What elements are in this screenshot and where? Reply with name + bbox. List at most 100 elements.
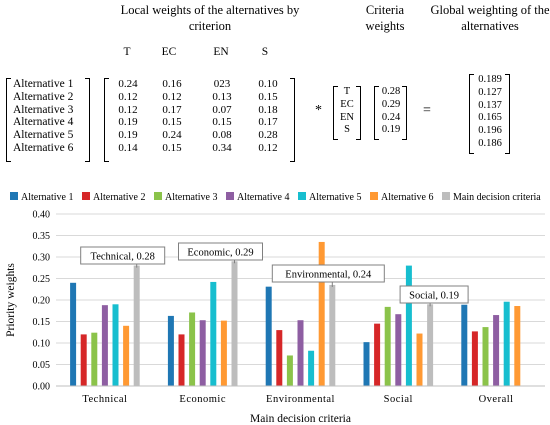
bar bbox=[199, 320, 206, 386]
matrix-cell: 0.10 bbox=[258, 78, 278, 90]
global-weight: 0.189 bbox=[478, 74, 502, 85]
legend-label: Alternative 6 bbox=[381, 192, 433, 203]
matrix-cell: 0.14 bbox=[118, 141, 138, 154]
bar bbox=[70, 282, 77, 386]
bar bbox=[167, 315, 174, 386]
y-tick-label: 0.40 bbox=[33, 210, 51, 221]
y-tick-label: 0.25 bbox=[33, 274, 51, 285]
legend-swatch bbox=[370, 192, 378, 200]
matrix-cell: 0.24 bbox=[118, 78, 138, 90]
bar bbox=[416, 333, 423, 386]
criteria-labels-left-bracket bbox=[333, 86, 338, 140]
global-weights-left-bracket bbox=[469, 74, 474, 154]
local-weights-header: Local weights of the alternatives by cri… bbox=[120, 3, 300, 33]
alternative-label: Alternative 1 bbox=[13, 78, 74, 90]
y-tick-label: 0.15 bbox=[33, 317, 51, 328]
bar bbox=[133, 265, 140, 386]
column-header-ec: EC bbox=[161, 46, 177, 58]
matrix-cell: 0.15 bbox=[162, 116, 182, 129]
x-tick-label: Overall bbox=[479, 394, 514, 405]
bar bbox=[329, 284, 336, 386]
alternative-label: Alternative 4 bbox=[13, 116, 74, 129]
bar bbox=[231, 261, 238, 386]
x-axis-title: Main decision criteria bbox=[250, 413, 351, 425]
callout-label: Economic, 0.29 bbox=[187, 248, 253, 259]
criteria-label: EN bbox=[340, 111, 354, 123]
y-tick-label: 0.10 bbox=[33, 339, 51, 350]
criteria-weight: 0.29 bbox=[381, 98, 401, 110]
column-header-s: S bbox=[261, 46, 269, 58]
local-weights-matrix: 0.24 0.16 023 0.10 0.12 0.12 0.13 0.15 0… bbox=[110, 78, 286, 155]
matrix-cell: 0.16 bbox=[162, 78, 182, 90]
matrix-cell: 0.28 bbox=[258, 129, 278, 142]
column-header-en: EN bbox=[213, 46, 229, 58]
global-weight: 0.165 bbox=[478, 112, 502, 124]
labels-right-bracket bbox=[85, 78, 90, 162]
legend-swatch bbox=[154, 192, 162, 200]
matrix-cell: 0.12 bbox=[118, 103, 138, 116]
matrix-cell: 0.08 bbox=[212, 129, 232, 142]
bar bbox=[405, 265, 412, 386]
global-weighting-header: Global weighting of the alternatives bbox=[430, 3, 550, 33]
callout-label: Social, 0.19 bbox=[409, 291, 459, 302]
criteria-weight: 0.28 bbox=[381, 86, 401, 97]
criteria-weights-left-bracket bbox=[374, 86, 379, 140]
legend-swatch bbox=[298, 192, 306, 200]
matrix-cell: 0.07 bbox=[212, 103, 232, 116]
matrix-cell: 0.24 bbox=[162, 129, 182, 142]
matrix-cell: 0.12 bbox=[258, 141, 278, 154]
alternative-label: Alternative 3 bbox=[13, 103, 74, 116]
bar bbox=[80, 334, 87, 386]
y-tick-label: 0.00 bbox=[33, 382, 51, 393]
alternative-label: Alternative 6 bbox=[13, 141, 74, 154]
labels-left-bracket bbox=[6, 78, 11, 162]
alternative-labels: Alternative 1 Alternative 2 Alternative … bbox=[13, 78, 73, 155]
bar bbox=[514, 306, 521, 386]
matrix-cell: 0.12 bbox=[162, 90, 182, 103]
bar bbox=[286, 355, 293, 386]
matrix-cell: 0.17 bbox=[258, 116, 278, 129]
bar bbox=[220, 320, 227, 386]
legend-label: Main decision criteria bbox=[453, 192, 541, 203]
matrix-left-bracket bbox=[104, 78, 109, 162]
global-weight: 0.186 bbox=[478, 137, 502, 149]
bar bbox=[308, 350, 315, 386]
criteria-labels: T EC EN S bbox=[337, 86, 357, 137]
matrix-cell: 0.18 bbox=[258, 103, 278, 116]
global-weight: 0.127 bbox=[478, 86, 502, 98]
bar bbox=[493, 315, 500, 386]
criteria-label: T bbox=[343, 86, 351, 97]
callout-label: Technical, 0.28 bbox=[91, 252, 155, 263]
criteria-weights-right-bracket bbox=[402, 86, 407, 140]
callout-box bbox=[399, 285, 469, 304]
bar bbox=[101, 305, 108, 386]
matrix-cell: 0.19 bbox=[118, 116, 138, 129]
criteria-weights-header: Criteria weights bbox=[365, 3, 405, 33]
legend-swatch bbox=[226, 192, 234, 200]
matrix-cell: 0.13 bbox=[212, 90, 232, 103]
bar bbox=[91, 332, 98, 386]
callout-label: Environmental, 0.24 bbox=[285, 270, 372, 281]
global-weight: 0.137 bbox=[478, 99, 502, 111]
matrix-cell: 0.15 bbox=[162, 141, 182, 154]
callout-box bbox=[271, 264, 385, 283]
bar bbox=[297, 320, 304, 386]
bar bbox=[276, 330, 283, 386]
equals-sign: = bbox=[423, 103, 431, 118]
bar bbox=[178, 334, 185, 386]
alternative-label: Alternative 2 bbox=[13, 90, 74, 103]
criteria-labels-right-bracket bbox=[356, 86, 361, 140]
alternative-label: Alternative 5 bbox=[13, 129, 74, 142]
x-tick-label: Environmental bbox=[266, 394, 335, 405]
x-tick-label: Economic bbox=[179, 394, 226, 405]
global-weight: 0.196 bbox=[478, 125, 502, 137]
matrix-cell: 0.17 bbox=[162, 103, 182, 116]
global-weights: 0.189 0.127 0.137 0.165 0.196 0.186 bbox=[473, 74, 507, 151]
bar bbox=[318, 241, 325, 386]
criteria-weight: 0.24 bbox=[381, 111, 401, 123]
legend-swatch bbox=[10, 192, 18, 200]
matrix-cell: 0.15 bbox=[258, 90, 278, 103]
callout-box bbox=[80, 246, 166, 265]
criteria-weight: 0.19 bbox=[381, 124, 401, 136]
bar bbox=[112, 304, 119, 386]
